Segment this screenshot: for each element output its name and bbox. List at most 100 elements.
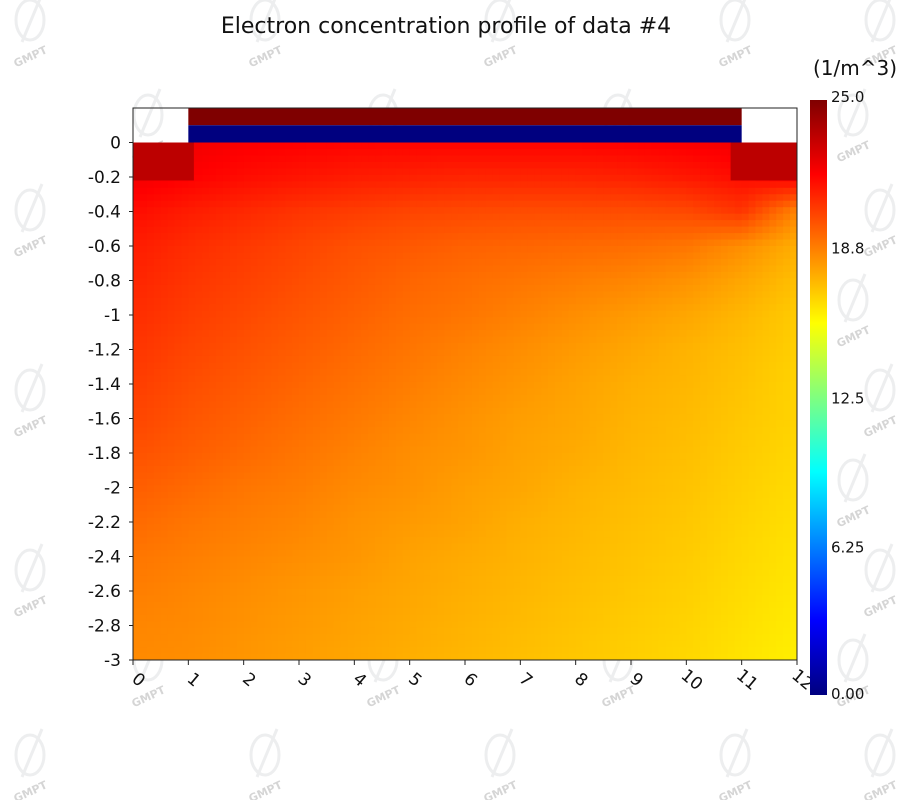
heatmap-cell [326, 336, 335, 344]
heatmap-cell [631, 394, 639, 402]
heatmap-cell [133, 220, 141, 228]
heatmap-cell [243, 330, 252, 338]
heatmap-cell [617, 187, 625, 195]
heatmap-cell [333, 368, 342, 376]
heatmap-cell [624, 220, 632, 228]
heatmap-cell [610, 330, 618, 338]
heatmap-cell [257, 440, 266, 448]
heatmap-cell [209, 207, 217, 215]
heatmap-cell [264, 252, 272, 260]
heatmap-cell [285, 174, 293, 182]
heatmap-cell [720, 420, 729, 428]
heatmap-cell [554, 323, 563, 331]
heatmap-cell [485, 278, 494, 286]
heatmap-cell [520, 271, 528, 279]
heatmap-cell [319, 407, 328, 415]
heatmap-cell [624, 368, 632, 376]
heatmap-cell [139, 181, 148, 189]
heatmap-cell [783, 375, 791, 383]
heatmap-cell [146, 271, 155, 279]
heatmap-cell [299, 420, 307, 428]
heatmap-cell [561, 440, 570, 448]
heatmap-cell [644, 407, 653, 415]
heatmap-cell [257, 433, 266, 441]
heatmap-cell [202, 265, 210, 273]
heatmap-cell [658, 226, 667, 234]
heatmap-cell [568, 453, 577, 461]
heatmap-cell [575, 284, 584, 292]
heatmap-cell [271, 246, 279, 254]
heatmap-cell [575, 239, 584, 247]
heatmap-cell [596, 446, 604, 454]
heatmap-cell [693, 142, 701, 150]
heatmap-cell [492, 414, 501, 422]
heatmap-cell [437, 317, 445, 325]
heatmap-cell [340, 278, 349, 286]
heatmap-cell [471, 258, 480, 267]
heatmap-cell [388, 271, 397, 279]
heatmap-cell [596, 304, 604, 312]
heatmap-cell [388, 200, 397, 208]
heatmap-cell [720, 388, 729, 396]
heatmap-cell [181, 252, 189, 260]
heatmap-cell [596, 330, 604, 338]
heatmap-cell [589, 220, 598, 228]
heatmap-cell [326, 168, 335, 176]
heatmap-cell [423, 278, 432, 286]
heatmap-cell [278, 265, 286, 273]
watermark-slash [870, 363, 894, 413]
heatmap-cell [271, 278, 279, 286]
heatmap-cell [382, 433, 390, 441]
heatmap-cell [755, 220, 764, 228]
heatmap-cell [575, 355, 584, 364]
heatmap-cell [423, 258, 432, 267]
heatmap-cell [382, 155, 390, 163]
heatmap-cell [271, 368, 279, 376]
heatmap-cell [319, 465, 328, 474]
heatmap-cell [589, 375, 598, 383]
watermark-mark: GMPT [717, 0, 755, 70]
heatmap-cell [292, 304, 300, 312]
heatmap-cell [229, 433, 238, 441]
heatmap-cell [596, 194, 604, 202]
heatmap-cell [589, 368, 598, 376]
heatmap-cell [596, 323, 604, 331]
heatmap-cell [451, 343, 459, 351]
heatmap-cell [285, 394, 293, 402]
heatmap-cell [485, 407, 494, 415]
heatmap-cell [589, 394, 598, 402]
heatmap-cell [333, 465, 342, 474]
heatmap-cell [624, 142, 632, 150]
heatmap-cell [783, 414, 791, 422]
heatmap-cell [458, 368, 466, 376]
heatmap-cell [644, 394, 653, 402]
heatmap-cell [292, 233, 300, 241]
heatmap-cell [651, 278, 660, 286]
heatmap-cell [499, 226, 508, 234]
heatmap-cell [672, 161, 681, 169]
heatmap-cell [333, 433, 342, 441]
heatmap-cell [665, 317, 674, 325]
heatmap-cell [617, 323, 625, 331]
heatmap-cell [347, 181, 355, 189]
heatmap-cell [285, 291, 293, 299]
heatmap-cell [285, 220, 293, 228]
heatmap-cell [492, 317, 501, 325]
heatmap-cell [326, 161, 335, 169]
heatmap-cell [727, 310, 736, 318]
heatmap-cell [430, 343, 438, 351]
heatmap-cell [347, 142, 355, 150]
heatmap-cell [375, 336, 383, 344]
heatmap-cell [285, 343, 293, 351]
heatmap-cell [444, 265, 452, 273]
heatmap-cell [278, 174, 286, 182]
heatmap-cell [285, 181, 293, 189]
heatmap-cell [610, 420, 618, 428]
heatmap-cell [174, 440, 183, 448]
heatmap-cell [707, 207, 715, 215]
heatmap-cell [465, 155, 473, 163]
heatmap-cell [285, 446, 293, 454]
heatmap-cell [610, 349, 618, 357]
heatmap-cell [617, 317, 625, 325]
heatmap-cell [368, 304, 376, 312]
